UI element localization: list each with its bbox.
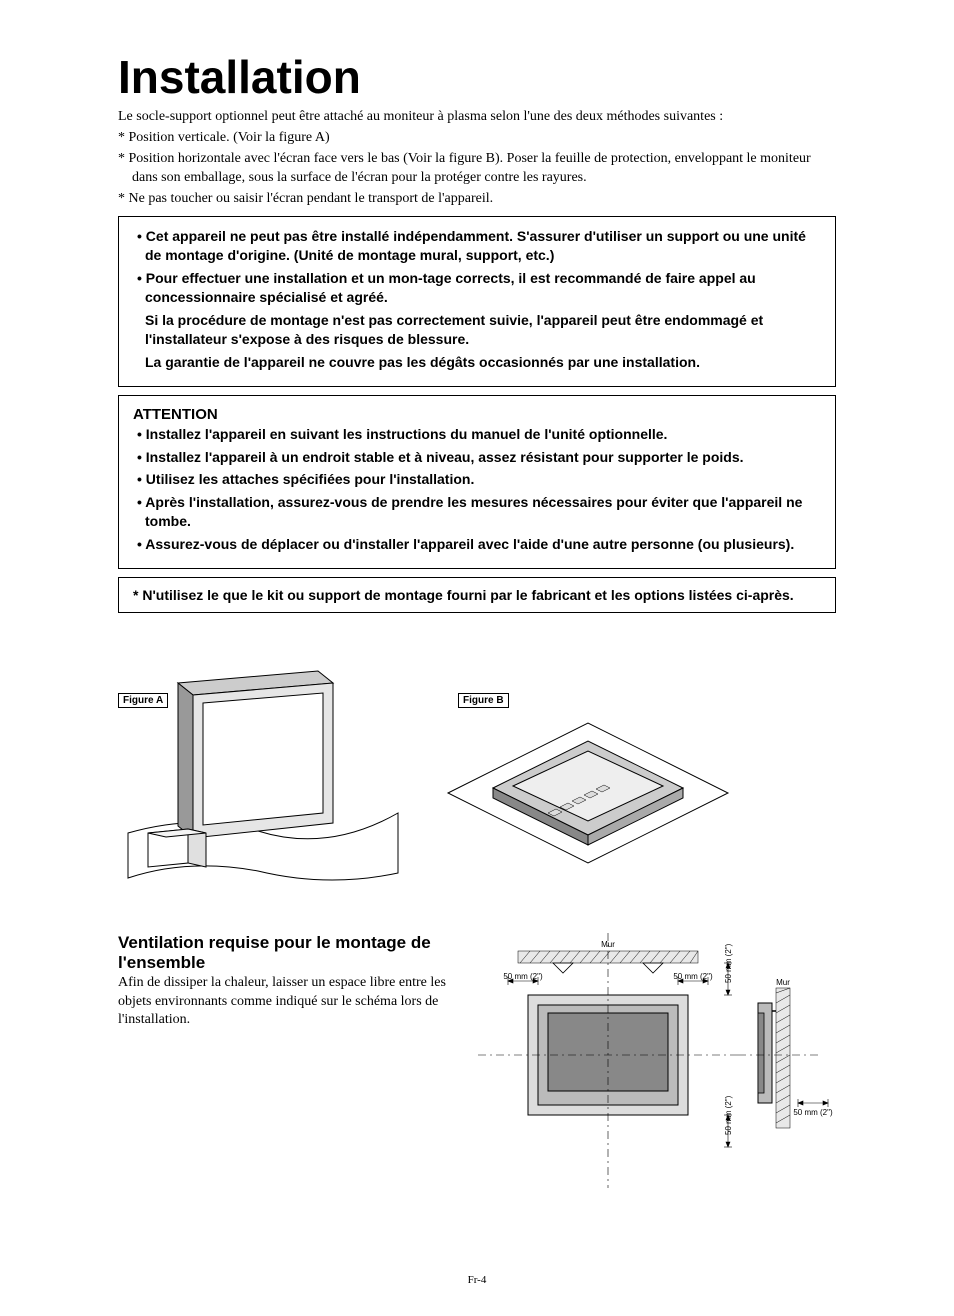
page-number: Fr-4 (0, 1274, 954, 1286)
kit-note-text: * N'utilisez le que le kit ou support de… (133, 586, 821, 604)
attention-box: ATTENTION Installez l'appareil en suivan… (118, 395, 836, 569)
dim-right: 50 mm (2") (673, 972, 713, 981)
attention-heading: ATTENTION (133, 406, 821, 423)
intro-bullet-2: * Position horizontale avec l'écran face… (118, 150, 836, 188)
box1-paragraph-1: Si la procédure de montage n'est pas cor… (145, 311, 821, 349)
ventilation-heading: Ventilation requise pour le montage de l… (118, 933, 458, 972)
figure-b: Figure B (438, 663, 738, 883)
wall-label-top: Mur (601, 940, 615, 949)
figure-a-label: Figure A (118, 693, 168, 708)
wall-label-side: Mur (776, 978, 790, 987)
intro-bullet-3: * Ne pas toucher ou saisir l'écran penda… (118, 190, 836, 209)
attention-item-4: Après l'installation, assurez-vous de pr… (133, 493, 821, 531)
box1-item-2: Pour effectuer une installation et un mo… (133, 269, 821, 307)
figure-b-label: Figure B (458, 693, 509, 708)
figure-a: Figure A (118, 663, 408, 883)
page: Installation Le socle-support optionnel … (0, 0, 954, 1316)
ventilation-svg: Mur 50 mm (2") (478, 933, 848, 1193)
box1-item-1: Cet appareil ne peut pas être installé i… (133, 227, 821, 265)
attention-item-5: Assurez-vous de déplacer ou d'installer … (133, 535, 821, 554)
figures-row: Figure A Figure B (118, 663, 836, 883)
kit-note-box: * N'utilisez le que le kit ou support de… (118, 577, 836, 613)
intro-block: Le socle-support optionnel peut être att… (118, 108, 836, 208)
ventilation-section: Ventilation requise pour le montage de l… (118, 933, 836, 1198)
dim-bottom-right: 50 mm (2") (724, 1096, 733, 1136)
dim-side: 50 mm (2") (793, 1108, 833, 1117)
page-title: Installation (118, 50, 836, 104)
ventilation-body: Afin de dissiper la chaleur, laisser un … (118, 974, 458, 1029)
warning-box-1: Cet appareil ne peut pas être installé i… (118, 216, 836, 386)
dim-left: 50 mm (2") (503, 972, 543, 981)
dim-top-right: 50 mm (2") (724, 944, 733, 984)
intro-bullet-1: * Position verticale. (Voir la figure A) (118, 129, 836, 148)
attention-item-3: Utilisez les attaches spécifiées pour l'… (133, 470, 821, 489)
ventilation-text: Ventilation requise pour le montage de l… (118, 933, 458, 1198)
intro-lead: Le socle-support optionnel peut être att… (118, 108, 836, 127)
box1-paragraph-2: La garantie de l'appareil ne couvre pas … (145, 353, 821, 372)
attention-item-2: Installez l'appareil à un endroit stable… (133, 448, 821, 467)
ventilation-diagram: Mur 50 mm (2") (478, 933, 848, 1198)
attention-item-1: Installez l'appareil en suivant les inst… (133, 425, 821, 444)
